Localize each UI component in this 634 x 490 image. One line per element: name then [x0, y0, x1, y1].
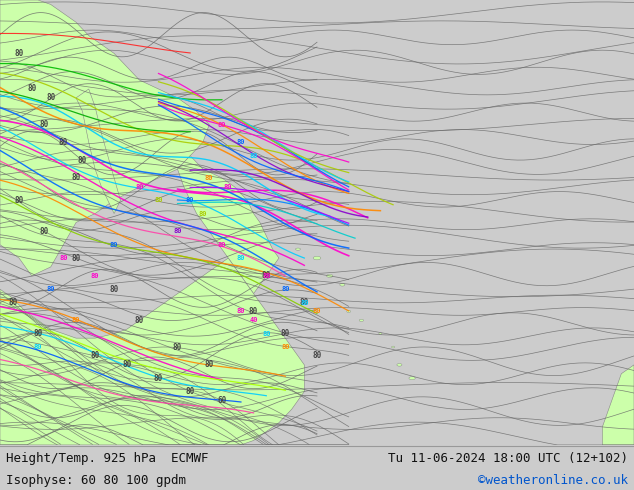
Text: 80: 80 [173, 228, 182, 234]
Polygon shape [178, 156, 279, 294]
Text: Height/Temp. 925 hPa  ECMWF: Height/Temp. 925 hPa ECMWF [6, 452, 209, 465]
Text: 80: 80 [154, 197, 163, 203]
Text: 80: 80 [173, 343, 182, 351]
Text: 80: 80 [262, 331, 271, 337]
Polygon shape [602, 365, 634, 445]
Text: 80: 80 [217, 242, 226, 248]
Text: 80: 80 [300, 299, 309, 306]
Text: 80: 80 [224, 184, 233, 190]
Ellipse shape [397, 364, 402, 366]
Text: 80: 80 [236, 308, 245, 315]
Text: 80: 80 [236, 255, 245, 261]
Text: 80: 80 [110, 285, 119, 294]
Text: 80: 80 [262, 271, 271, 280]
Text: 80: 80 [122, 360, 131, 369]
Text: 80: 80 [249, 307, 258, 316]
Text: 80: 80 [72, 318, 81, 323]
Text: 80: 80 [91, 273, 100, 279]
Text: 80: 80 [91, 351, 100, 361]
Text: 80: 80 [249, 153, 258, 159]
Text: 80: 80 [78, 156, 87, 165]
Ellipse shape [327, 274, 333, 277]
Text: 80: 80 [135, 316, 144, 325]
Text: 80: 80 [72, 173, 81, 182]
Ellipse shape [340, 283, 345, 286]
Polygon shape [0, 258, 304, 445]
Text: 80: 80 [46, 94, 55, 102]
Text: 80: 80 [313, 351, 321, 361]
Text: 80: 80 [15, 196, 23, 205]
Text: 40: 40 [249, 318, 258, 323]
Text: 80: 80 [59, 138, 68, 147]
Text: 80: 80 [8, 298, 17, 307]
Text: 80: 80 [281, 329, 290, 338]
Ellipse shape [379, 333, 382, 335]
Text: ©weatheronline.co.uk: ©weatheronline.co.uk [477, 473, 628, 487]
Text: 80: 80 [205, 175, 214, 181]
Text: 80: 80 [135, 184, 144, 190]
Text: 80: 80 [34, 329, 42, 338]
Text: 80: 80 [300, 298, 309, 307]
Ellipse shape [409, 377, 415, 380]
Text: 80: 80 [186, 387, 195, 396]
Text: 80: 80 [281, 344, 290, 350]
Ellipse shape [313, 256, 321, 260]
Text: Isophyse: 60 80 100 gpdm: Isophyse: 60 80 100 gpdm [6, 473, 186, 487]
Text: 80: 80 [205, 360, 214, 369]
Text: 80: 80 [217, 122, 226, 127]
Text: 80: 80 [46, 286, 55, 292]
Text: 80: 80 [236, 139, 245, 146]
Text: 80: 80 [27, 84, 36, 94]
Text: 80: 80 [281, 286, 290, 292]
Text: 60: 60 [217, 396, 226, 405]
Ellipse shape [359, 319, 364, 321]
Polygon shape [76, 89, 120, 214]
Ellipse shape [391, 346, 394, 348]
Ellipse shape [347, 310, 351, 313]
Ellipse shape [295, 248, 301, 250]
Text: Tu 11-06-2024 18:00 UTC (12+102): Tu 11-06-2024 18:00 UTC (12+102) [387, 452, 628, 465]
Polygon shape [0, 0, 209, 276]
Text: 80: 80 [198, 211, 207, 217]
Text: 80: 80 [313, 308, 321, 315]
Text: 80: 80 [110, 242, 119, 248]
Text: 80: 80 [72, 253, 81, 263]
Text: 80: 80 [15, 49, 23, 58]
Text: 80: 80 [154, 374, 163, 383]
Text: 80: 80 [59, 255, 68, 261]
Text: 80: 80 [34, 344, 42, 350]
Text: 80: 80 [186, 197, 195, 203]
Text: 80: 80 [262, 273, 271, 279]
Text: 80: 80 [40, 227, 49, 236]
Text: 80: 80 [40, 120, 49, 129]
